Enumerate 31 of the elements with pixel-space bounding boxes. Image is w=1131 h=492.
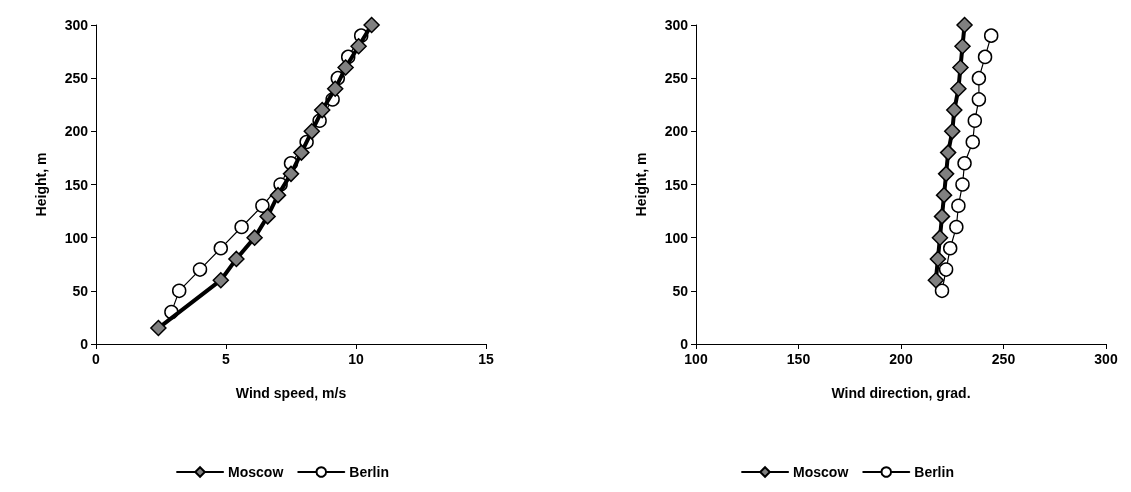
y-tick-label: 250 bbox=[64, 70, 89, 87]
x-tick-label: 0 bbox=[92, 351, 101, 367]
legend-label: Berlin bbox=[914, 464, 954, 480]
y-tick-label: 100 bbox=[664, 229, 689, 246]
y-tick-label: 250 bbox=[664, 70, 689, 87]
y-tick-label: 150 bbox=[664, 176, 689, 193]
x-tick-label: 200 bbox=[889, 351, 913, 367]
x-axis-title: Wind direction, grad. bbox=[831, 385, 971, 401]
y-tick-label: 0 bbox=[680, 336, 689, 352]
x-tick-label: 300 bbox=[1094, 351, 1118, 367]
y-tick-label: 200 bbox=[64, 123, 89, 140]
legend-label: Moscow bbox=[228, 464, 284, 480]
y-tick-label: 200 bbox=[664, 123, 689, 140]
y-tick-label: 50 bbox=[672, 282, 689, 299]
x-tick-label: 150 bbox=[786, 351, 811, 367]
y-tick-label: 300 bbox=[64, 17, 89, 33]
y-axis-title: Height, m bbox=[33, 152, 49, 217]
x-axis-title: Wind speed, m/s bbox=[235, 385, 347, 401]
x-tick-label: 100 bbox=[684, 351, 708, 367]
x-tick-label: 10 bbox=[348, 351, 364, 367]
x-tick-label: 5 bbox=[222, 351, 231, 367]
y-tick-label: 150 bbox=[64, 176, 89, 193]
legend-label: Berlin bbox=[349, 464, 389, 480]
y-tick-label: 100 bbox=[64, 229, 89, 246]
y-axis-title: Height, m bbox=[633, 152, 649, 217]
y-tick-label: 50 bbox=[72, 282, 89, 299]
x-tick-label: 15 bbox=[478, 351, 494, 367]
legend-label: Moscow bbox=[793, 464, 849, 480]
y-tick-label: 300 bbox=[664, 17, 689, 33]
y-tick-label: 0 bbox=[80, 336, 89, 352]
x-tick-label: 250 bbox=[991, 351, 1016, 367]
